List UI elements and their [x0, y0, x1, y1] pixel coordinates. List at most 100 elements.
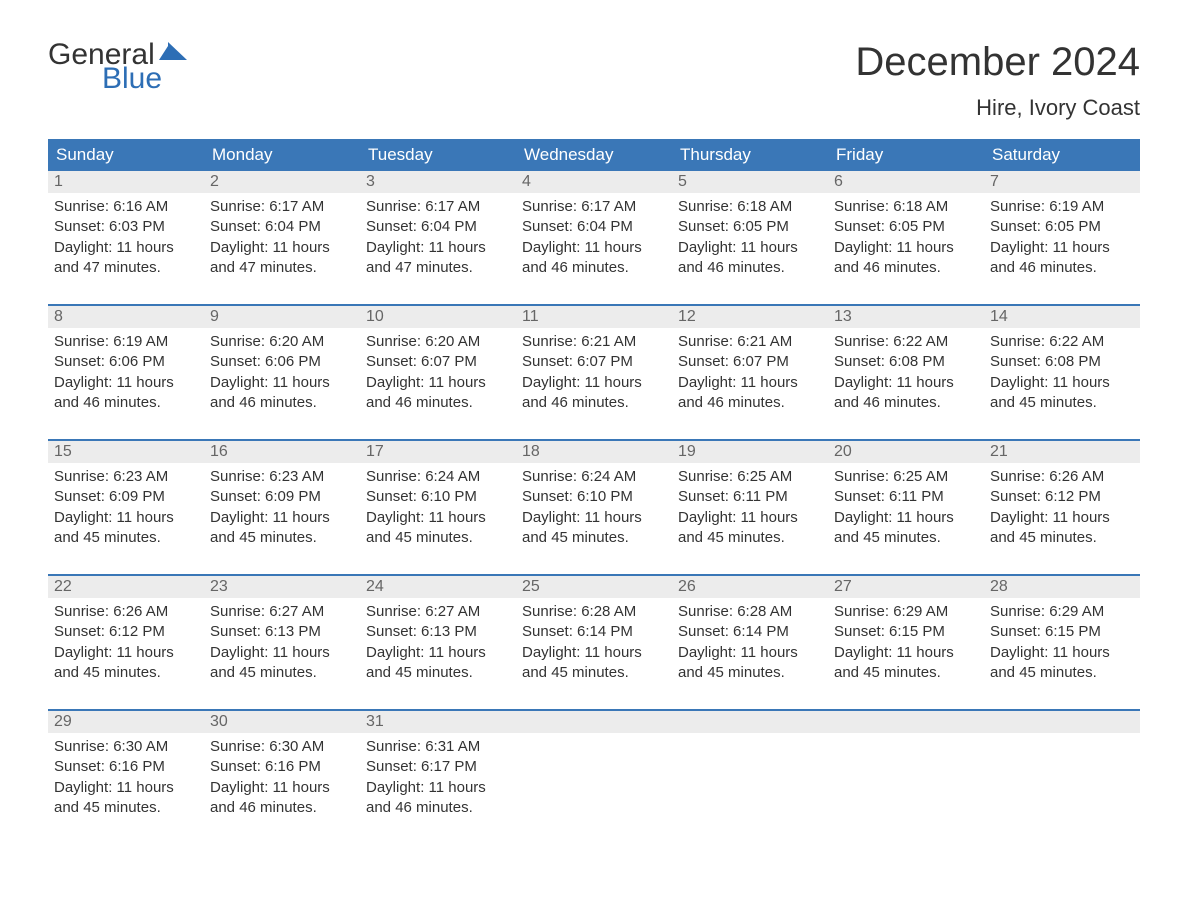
day-number: 10	[360, 306, 516, 328]
day-dl1: Daylight: 11 hours	[54, 508, 198, 528]
day-dl1: Daylight: 11 hours	[54, 778, 198, 798]
day-dl1: Daylight: 11 hours	[990, 643, 1134, 663]
day-dl2: and 45 minutes.	[54, 663, 198, 683]
day-dl1: Daylight: 11 hours	[366, 373, 510, 393]
day-sunset: Sunset: 6:07 PM	[522, 352, 666, 372]
day-cell: Sunrise: 6:23 AMSunset: 6:09 PMDaylight:…	[204, 463, 360, 556]
day-sunrise: Sunrise: 6:19 AM	[990, 197, 1134, 217]
day-sunrise: Sunrise: 6:30 AM	[54, 737, 198, 757]
calendar-week: 22232425262728Sunrise: 6:26 AMSunset: 6:…	[48, 574, 1140, 691]
day-cell: Sunrise: 6:22 AMSunset: 6:08 PMDaylight:…	[828, 328, 984, 421]
day-dl1: Daylight: 11 hours	[366, 508, 510, 528]
day-sunset: Sunset: 6:07 PM	[678, 352, 822, 372]
day-dl1: Daylight: 11 hours	[366, 778, 510, 798]
weekday-header: Saturday	[984, 139, 1140, 171]
day-dl1: Daylight: 11 hours	[522, 238, 666, 258]
day-sunrise: Sunrise: 6:27 AM	[210, 602, 354, 622]
day-sunrise: Sunrise: 6:17 AM	[210, 197, 354, 217]
day-dl2: and 46 minutes.	[522, 258, 666, 278]
day-dl2: and 46 minutes.	[54, 393, 198, 413]
day-dl2: and 46 minutes.	[678, 258, 822, 278]
day-number: 14	[984, 306, 1140, 328]
day-sunrise: Sunrise: 6:26 AM	[54, 602, 198, 622]
day-sunrise: Sunrise: 6:17 AM	[522, 197, 666, 217]
day-number: 3	[360, 171, 516, 193]
day-dl1: Daylight: 11 hours	[678, 373, 822, 393]
day-number: 28	[984, 576, 1140, 598]
day-dl1: Daylight: 11 hours	[54, 373, 198, 393]
day-number: 15	[48, 441, 204, 463]
weekday-header: Monday	[204, 139, 360, 171]
day-sunrise: Sunrise: 6:29 AM	[990, 602, 1134, 622]
day-sunrise: Sunrise: 6:30 AM	[210, 737, 354, 757]
day-sunset: Sunset: 6:07 PM	[366, 352, 510, 372]
day-cell: Sunrise: 6:26 AMSunset: 6:12 PMDaylight:…	[48, 598, 204, 691]
day-dl1: Daylight: 11 hours	[990, 373, 1134, 393]
day-number: 9	[204, 306, 360, 328]
day-number: 29	[48, 711, 204, 733]
day-number: 31	[360, 711, 516, 733]
day-number: 23	[204, 576, 360, 598]
day-sunrise: Sunrise: 6:25 AM	[678, 467, 822, 487]
day-sunrise: Sunrise: 6:20 AM	[210, 332, 354, 352]
day-cell: Sunrise: 6:24 AMSunset: 6:10 PMDaylight:…	[360, 463, 516, 556]
day-number-row: 891011121314	[48, 306, 1140, 328]
weekday-header-row: Sunday Monday Tuesday Wednesday Thursday…	[48, 139, 1140, 171]
day-cell: Sunrise: 6:29 AMSunset: 6:15 PMDaylight:…	[828, 598, 984, 691]
day-cell: Sunrise: 6:28 AMSunset: 6:14 PMDaylight:…	[672, 598, 828, 691]
day-sunset: Sunset: 6:14 PM	[678, 622, 822, 642]
day-number: 5	[672, 171, 828, 193]
day-cell	[672, 733, 828, 826]
day-cell: Sunrise: 6:27 AMSunset: 6:13 PMDaylight:…	[204, 598, 360, 691]
day-sunrise: Sunrise: 6:21 AM	[522, 332, 666, 352]
day-sunrise: Sunrise: 6:19 AM	[54, 332, 198, 352]
day-sunset: Sunset: 6:10 PM	[522, 487, 666, 507]
day-sunset: Sunset: 6:15 PM	[834, 622, 978, 642]
day-cell: Sunrise: 6:20 AMSunset: 6:07 PMDaylight:…	[360, 328, 516, 421]
day-sunset: Sunset: 6:06 PM	[210, 352, 354, 372]
day-sunset: Sunset: 6:17 PM	[366, 757, 510, 777]
day-number	[984, 711, 1140, 733]
day-dl1: Daylight: 11 hours	[834, 238, 978, 258]
day-cell: Sunrise: 6:25 AMSunset: 6:11 PMDaylight:…	[672, 463, 828, 556]
day-sunrise: Sunrise: 6:21 AM	[678, 332, 822, 352]
day-cell: Sunrise: 6:23 AMSunset: 6:09 PMDaylight:…	[48, 463, 204, 556]
day-sunrise: Sunrise: 6:22 AM	[834, 332, 978, 352]
calendar: Sunday Monday Tuesday Wednesday Thursday…	[48, 139, 1140, 826]
flag-icon	[159, 42, 187, 66]
day-dl1: Daylight: 11 hours	[210, 643, 354, 663]
day-dl2: and 46 minutes.	[210, 393, 354, 413]
day-number: 2	[204, 171, 360, 193]
day-sunset: Sunset: 6:11 PM	[678, 487, 822, 507]
weeks-container: 1234567Sunrise: 6:16 AMSunset: 6:03 PMDa…	[48, 171, 1140, 826]
calendar-week: 891011121314 Sunrise: 6:19 AM Sunset: 6:06…	[48, 304, 1140, 421]
day-sunset: Sunset: 6:16 PM	[210, 757, 354, 777]
day-sunrise: Sunrise: 6:16 AM	[54, 197, 198, 217]
day-sunrise: Sunrise: 6:17 AM	[366, 197, 510, 217]
day-dl2: and 47 minutes.	[210, 258, 354, 278]
day-sunset: Sunset: 6:13 PM	[366, 622, 510, 642]
day-sunset: Sunset: 6:11 PM	[834, 487, 978, 507]
day-number	[672, 711, 828, 733]
day-dl1: Daylight: 11 hours	[834, 643, 978, 663]
day-dl2: and 45 minutes.	[990, 528, 1134, 548]
day-number	[516, 711, 672, 733]
day-dl2: and 45 minutes.	[522, 663, 666, 683]
day-dl2: and 45 minutes.	[54, 528, 198, 548]
day-number: 27	[828, 576, 984, 598]
day-cell	[984, 733, 1140, 826]
day-cell: Sunrise: 6:26 AMSunset: 6:12 PMDaylight:…	[984, 463, 1140, 556]
calendar-week: 293031Sunrise: 6:30 AMSunset: 6:16 PMDay…	[48, 709, 1140, 826]
day-dl2: and 45 minutes.	[210, 528, 354, 548]
day-cell: Sunrise: 6:18 AMSunset: 6:05 PMDaylight:…	[672, 193, 828, 286]
day-sunset: Sunset: 6:03 PM	[54, 217, 198, 237]
day-sunrise: Sunrise: 6:24 AM	[522, 467, 666, 487]
day-dl2: and 47 minutes.	[54, 258, 198, 278]
day-number: 18	[516, 441, 672, 463]
day-sunrise: Sunrise: 6:26 AM	[990, 467, 1134, 487]
day-dl1: Daylight: 11 hours	[210, 508, 354, 528]
day-number-row: 293031	[48, 711, 1140, 733]
day-dl2: and 46 minutes.	[210, 798, 354, 818]
day-dl2: and 45 minutes.	[522, 528, 666, 548]
day-dl1: Daylight: 11 hours	[990, 508, 1134, 528]
